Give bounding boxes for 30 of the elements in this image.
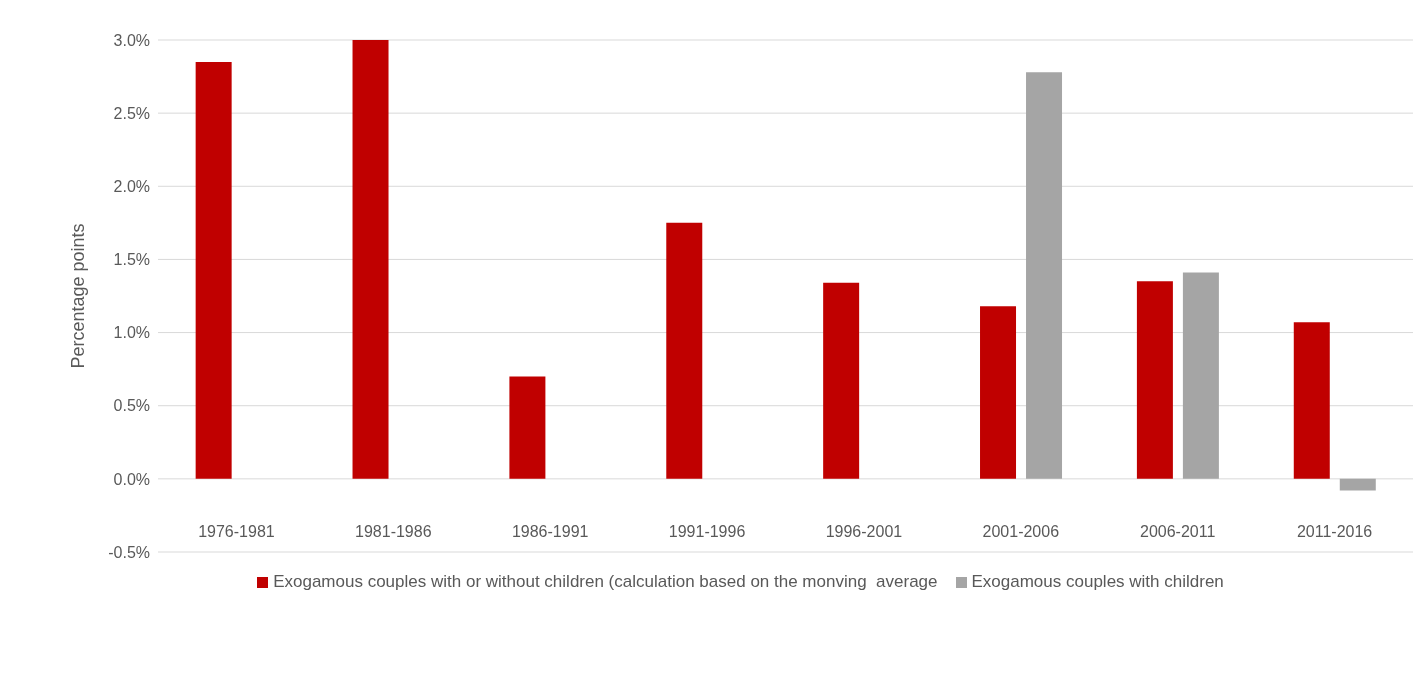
bar — [1026, 72, 1063, 479]
y-tick-label: -0.5% — [108, 543, 150, 561]
x-tick-label: 2011-2016 — [1296, 523, 1373, 541]
y-tick-label: 0.5% — [113, 397, 150, 415]
x-tick-label: 1986-1991 — [511, 523, 589, 541]
x-tick-label: 2006-2011 — [1140, 523, 1216, 541]
y-tick-label: 1.0% — [113, 324, 150, 342]
x-tick-label: 2001-2006 — [982, 523, 1060, 541]
bar — [1182, 272, 1219, 479]
x-tick-label: 1976-1981 — [198, 523, 275, 541]
x-tick-label: 1996-2001 — [825, 523, 903, 541]
bar — [980, 306, 1017, 479]
bar — [195, 61, 232, 479]
bar — [666, 222, 703, 479]
bar — [1136, 281, 1173, 479]
bar — [509, 376, 546, 479]
bar — [352, 40, 389, 479]
bar — [823, 282, 860, 479]
y-axis-title: Percentage points — [68, 223, 89, 369]
y-tick-label: 2.5% — [113, 104, 150, 122]
x-tick-label: 1981-1986 — [355, 523, 432, 541]
legend-label: Exogamous couples with children — [970, 572, 1224, 592]
y-tick-label: 1.5% — [113, 251, 150, 269]
legend-label: Exogamous couples with or without children (calculation based on the monving average — [272, 572, 938, 592]
y-tick-label: 0.0% — [113, 470, 150, 488]
bar — [1339, 478, 1376, 491]
x-tick-label: 1991-1996 — [668, 523, 746, 541]
bar — [1293, 322, 1330, 479]
y-tick-label: 2.0% — [113, 177, 150, 195]
y-tick-label: 3.0% — [113, 31, 150, 49]
